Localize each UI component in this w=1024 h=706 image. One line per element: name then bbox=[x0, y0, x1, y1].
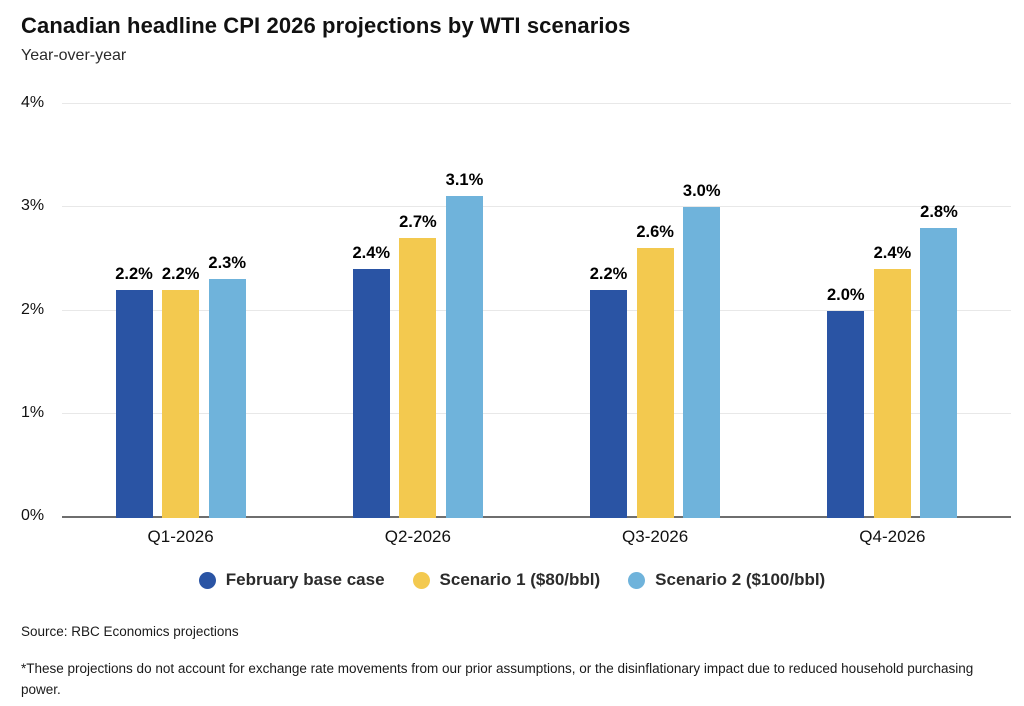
bar-group-q3-2026: 2.2% 2.6% 3.0% bbox=[537, 182, 774, 518]
bar bbox=[352, 269, 390, 518]
source-text: Source: RBC Economics projections bbox=[21, 624, 239, 639]
bar bbox=[445, 196, 483, 518]
bar bbox=[920, 227, 958, 518]
y-tick-label: 0% bbox=[21, 507, 45, 524]
bar bbox=[208, 279, 246, 518]
bar-unit: 2.8% bbox=[920, 202, 958, 518]
y-tick-label: 3% bbox=[21, 197, 45, 215]
bar-group-q2-2026: 2.4% 2.7% 3.1% bbox=[299, 171, 536, 518]
bar-value-label: 2.4% bbox=[873, 244, 912, 262]
bar bbox=[590, 289, 627, 518]
gridline bbox=[62, 309, 1011, 311]
bar-group-q4-2026: 2.0% 2.4% 2.8% bbox=[774, 202, 1011, 518]
gridline bbox=[62, 412, 1011, 414]
bar-unit: 2.0% bbox=[826, 285, 865, 518]
bar-value-label: 2.7% bbox=[399, 212, 437, 231]
bar-unit: 2.4% bbox=[352, 244, 390, 518]
legend-item: Scenario 2 ($100/bbl) bbox=[628, 570, 825, 590]
bar bbox=[399, 237, 437, 518]
cpi-projection-chart: 0% 1% 2% 3% 4% 2.2% 2.2% 2.3% 2.4% 2.7% 3.1% 2.2% 2… bbox=[21, 94, 1011, 590]
bar-unit: 2.6% bbox=[636, 223, 674, 518]
legend-item: February base case bbox=[198, 570, 385, 590]
bar bbox=[827, 310, 865, 518]
gridline bbox=[62, 103, 1011, 104]
bar-value-label: 2.4% bbox=[352, 244, 391, 262]
bar-value-label: 2.0% bbox=[826, 285, 865, 304]
bar-value-label: 2.8% bbox=[920, 202, 958, 221]
legend-swatch-icon bbox=[198, 571, 216, 589]
y-tick-label: 1% bbox=[21, 403, 45, 421]
bar-value-label: 2.3% bbox=[208, 254, 247, 273]
bar-value-label: 2.6% bbox=[636, 223, 674, 242]
bar bbox=[683, 206, 721, 518]
legend-swatch-icon bbox=[412, 571, 430, 589]
bar-group-q1-2026: 2.2% 2.2% 2.3% bbox=[62, 254, 299, 518]
x-axis-label: Q1-2026 bbox=[147, 527, 214, 546]
legend-label: February base case bbox=[225, 570, 385, 589]
bar-unit: 3.0% bbox=[683, 182, 721, 518]
bar bbox=[162, 289, 200, 518]
legend-item: Scenario 1 ($80/bbl) bbox=[412, 570, 601, 590]
bar-unit: 2.7% bbox=[399, 213, 437, 518]
y-tick-label: 4% bbox=[21, 94, 45, 111]
bar-unit: 2.2% bbox=[115, 265, 153, 518]
legend-label: Scenario 1 ($80/bbl) bbox=[439, 570, 601, 589]
bar-value-label: 2.2% bbox=[589, 264, 628, 283]
legend-label: Scenario 2 ($100/bbl) bbox=[655, 570, 826, 589]
bar-value-label: 3.1% bbox=[445, 171, 484, 190]
footnote-text: *These projections do not account for ex… bbox=[21, 661, 974, 697]
bar-groups: 2.2% 2.2% 2.3% 2.4% 2.7% 3.1% 2.2% 2.6% 3.0% 2.0%… bbox=[62, 103, 1011, 518]
y-tick-label: 2% bbox=[21, 300, 45, 318]
bar-unit: 2.4% bbox=[873, 244, 912, 518]
bar-value-label: 3.0% bbox=[682, 181, 721, 200]
bar-unit: 2.2% bbox=[589, 264, 628, 518]
bar-unit: 3.1% bbox=[445, 171, 484, 518]
x-axis-labels: Q1-2026 Q2-2026 Q3-2026 Q4-2026 bbox=[62, 518, 1011, 547]
x-axis-label: Q4-2026 bbox=[859, 527, 926, 546]
plot-wrap: 0% 1% 2% 3% 4% 2.2% 2.2% 2.3% 2.4% 2.7% 3.1% 2.2% 2… bbox=[21, 94, 1011, 524]
bar-value-label: 2.2% bbox=[161, 264, 200, 283]
bar bbox=[115, 289, 153, 518]
bar-unit: 2.2% bbox=[161, 264, 200, 518]
page-subtitle: Year-over-year bbox=[21, 47, 127, 64]
bar-unit: 2.3% bbox=[208, 254, 246, 518]
page-title: Canadian headline CPI 2026 projections b… bbox=[21, 13, 631, 38]
plot-area: 0% 1% 2% 3% 4% bbox=[21, 94, 1011, 524]
legend-swatch-icon bbox=[628, 571, 646, 589]
x-axis-label: Q2-2026 bbox=[384, 527, 451, 546]
bar-value-label: 2.2% bbox=[115, 264, 153, 283]
bar bbox=[873, 269, 911, 518]
legend: February base case Scenario 1 ($80/bbl) Sc… bbox=[21, 570, 1003, 590]
gridline bbox=[62, 206, 1011, 208]
bar bbox=[636, 248, 674, 518]
x-axis-label: Q3-2026 bbox=[622, 527, 689, 546]
